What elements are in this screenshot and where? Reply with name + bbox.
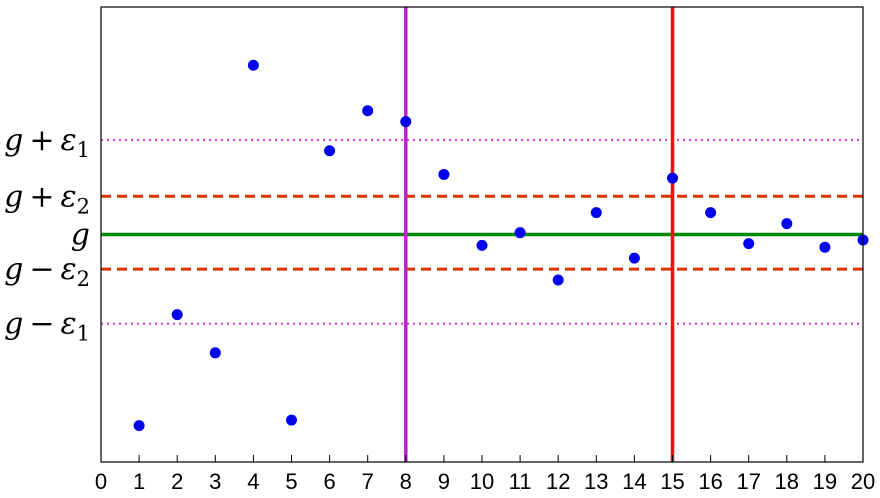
x-tick-label: 12 (546, 469, 570, 494)
data-point (209, 347, 221, 359)
x-tick-label: 2 (171, 469, 183, 494)
data-point (743, 238, 755, 250)
x-tick-label: 18 (775, 469, 799, 494)
data-point (514, 227, 526, 239)
x-tick-label: 0 (95, 469, 107, 494)
x-tick-label: 3 (209, 469, 221, 494)
data-point (133, 420, 145, 432)
x-tick-label: 19 (813, 469, 837, 494)
x-tick-label: 5 (285, 469, 297, 494)
x-tick-label: 15 (660, 469, 684, 494)
data-point (400, 116, 412, 128)
reference-line-label: g − ε1 (4, 307, 90, 346)
x-tick-label: 14 (622, 469, 646, 494)
x-axis-ticks (100, 455, 864, 462)
x-tick-label: 7 (362, 469, 374, 494)
x-tick-label: 13 (584, 469, 608, 494)
reference-line-label: g + ε1 (4, 123, 90, 162)
x-tick-label: 10 (470, 469, 494, 494)
data-point (781, 218, 793, 230)
reference-line-label: g + ε2 (4, 179, 90, 218)
x-axis-tick-labels: 0 1 2 3 4 5 6 7 8 9 10 11 12 13 14 15 16 17 18 19 20 (95, 469, 875, 494)
reference-lines (101, 138, 863, 325)
x-tick-label: 6 (323, 469, 335, 494)
reference-line-label: g − ε2 (4, 252, 90, 291)
data-point (667, 172, 678, 184)
x-tick-label: 20 (851, 469, 875, 494)
data-points (133, 59, 869, 432)
reference-line-label: g (71, 218, 90, 253)
data-point (819, 241, 831, 253)
data-point (362, 105, 374, 117)
vertical-lines (404, 7, 675, 462)
x-tick-label: 4 (247, 469, 259, 494)
data-point (286, 414, 297, 426)
data-point (438, 168, 450, 180)
x-tick-label: 9 (438, 469, 450, 494)
data-point (171, 309, 183, 321)
x-tick-label: 11 (509, 469, 532, 494)
x-tick-label: 1 (133, 469, 145, 494)
data-point (476, 239, 488, 251)
x-tick-label: 8 (400, 469, 412, 494)
data-point (705, 207, 717, 219)
x-tick-label: 17 (736, 469, 760, 494)
data-point (247, 59, 259, 71)
x-tick-label: 16 (698, 469, 722, 494)
data-point (628, 252, 640, 264)
data-point (324, 145, 336, 157)
data-point (552, 274, 564, 286)
data-point (590, 207, 602, 219)
